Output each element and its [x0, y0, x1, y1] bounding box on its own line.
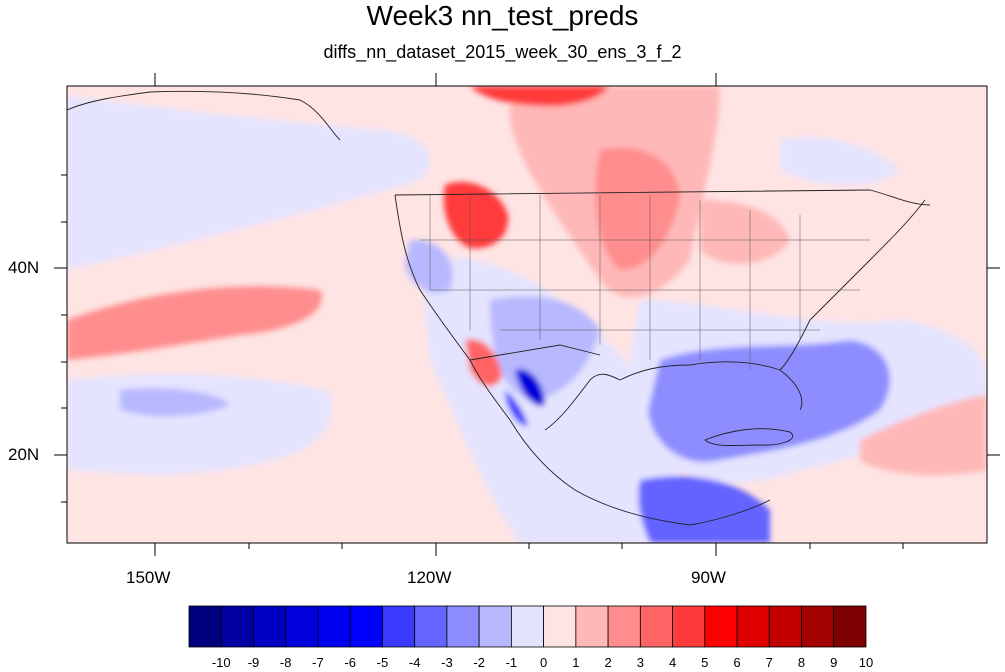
colorbar-swatch	[801, 605, 835, 648]
colorbar-tick-label: -3	[441, 655, 453, 670]
colorbar-tick-label: 5	[701, 655, 709, 670]
colorbar-swatch	[736, 605, 770, 648]
colorbar-swatch	[317, 605, 351, 648]
colorbar-swatch	[833, 605, 867, 648]
lon-label-90w: 90W	[691, 568, 726, 587]
colorbar-tick-label: 6	[733, 655, 741, 670]
colorbar-swatch	[220, 605, 254, 648]
colorbar-swatch	[672, 605, 706, 648]
colorbar-tick-label: 8	[797, 655, 806, 670]
colorbar-tick-label: -8	[279, 655, 292, 670]
map-title: Week3 nn_test_preds	[366, 0, 639, 31]
colorbar-swatch	[510, 605, 545, 648]
colorbar-tick-label: -2	[473, 655, 485, 670]
colorbar-swatch	[768, 605, 802, 648]
colorbar-swatch	[704, 605, 738, 648]
colorbar-tick-label: -6	[344, 655, 356, 670]
colorbar-tick-label: -1	[505, 655, 518, 670]
colorbar-tick-label: 1	[572, 655, 580, 670]
colorbar-tick-label: 4	[668, 655, 677, 670]
colorbar-tick-label: -9	[247, 655, 260, 670]
colorbar-swatch	[478, 605, 512, 648]
coastlines	[67, 90, 931, 526]
map-subtitle: diffs_nn_dataset_2015_week_30_ens_3_f_2	[323, 42, 682, 62]
lat-label-40n: 40N	[8, 258, 40, 277]
lon-label-150w: 150W	[126, 568, 171, 587]
colorbar-swatch	[446, 605, 480, 648]
colorbar-swatch	[575, 605, 609, 648]
colorbar-tick-label: -5	[376, 655, 389, 670]
colorbar-tick-label: 9	[830, 655, 838, 670]
colorbar-tick-label: -4	[408, 655, 421, 670]
lat-label-20n: 20N	[8, 445, 40, 464]
anomaly-field	[67, 86, 987, 543]
colorbar-tick-label: 0	[539, 655, 548, 670]
colorbar-swatch	[414, 605, 448, 648]
colorbar-swatch	[188, 605, 222, 648]
colorbar-tick-label: 7	[765, 655, 773, 670]
colorbar-swatch	[639, 605, 673, 648]
colorbar-swatch	[543, 605, 577, 648]
colorbar-tick-label: -7	[312, 655, 324, 670]
colorbar-swatch	[607, 605, 641, 648]
colorbar	[188, 605, 867, 648]
colorbar-swatch	[382, 605, 416, 648]
colorbar-swatch	[349, 605, 383, 648]
colorbar-swatch	[285, 605, 319, 648]
state-borders	[420, 195, 870, 370]
colorbar-swatch	[253, 605, 287, 648]
axis-ticks	[54, 73, 1000, 556]
lon-label-120w: 120W	[407, 568, 452, 587]
colorbar-tick-label: 10	[858, 655, 874, 670]
colorbar-tick-label: -10	[211, 655, 231, 670]
colorbar-tick-label: 2	[604, 655, 612, 670]
colorbar-tick-label: 3	[636, 655, 644, 670]
